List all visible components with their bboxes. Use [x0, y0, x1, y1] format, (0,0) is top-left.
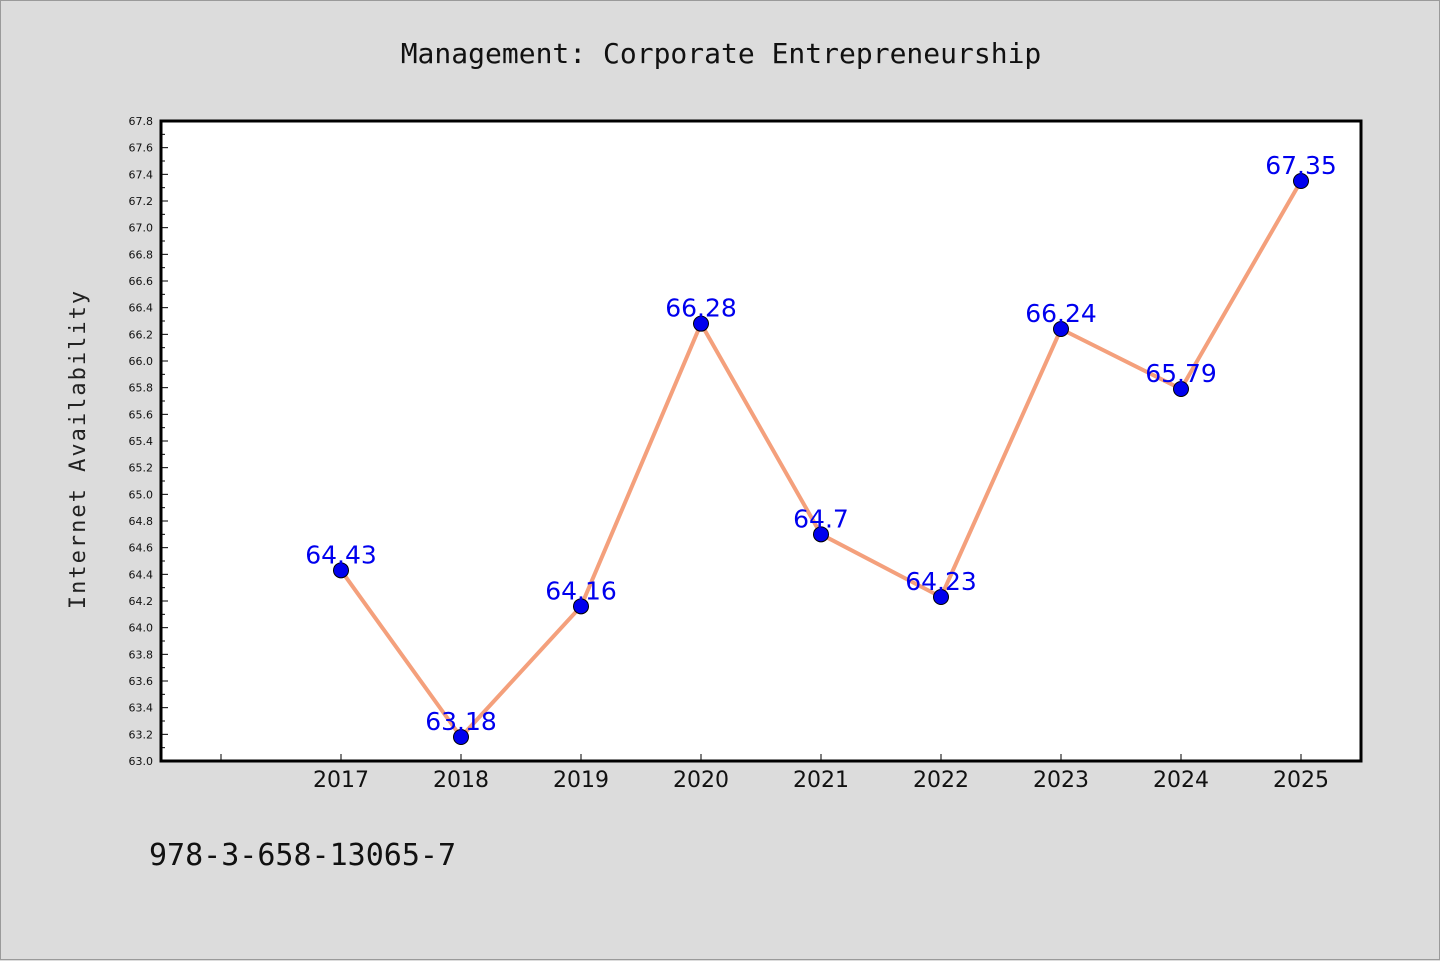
- y-tick-label: 66.6: [129, 275, 154, 288]
- data-point-marker: [1173, 381, 1189, 397]
- data-point-marker: [933, 589, 949, 605]
- data-series: 64.43 63.18 64.16 66.28 64.7 64.23 66.24 65.79 6…: [305, 151, 1337, 745]
- y-tick-label: 65.0: [129, 488, 154, 501]
- chart-title: Management: Corporate Entrepreneurship: [401, 37, 1042, 70]
- x-tick-label: 2019: [553, 768, 609, 793]
- x-tick-label: 2024: [1153, 768, 1209, 793]
- y-tick-label: 64.2: [129, 595, 154, 608]
- y-tick-label: 66.4: [129, 302, 154, 315]
- y-tick-label: 66.8: [129, 248, 154, 261]
- isbn-footer: 978-3-658-13065-7: [149, 838, 456, 873]
- y-axis: 63.0 63.2 63.4 63.6 63.8 64.0 64.2 64.4 64.6 64.8…: [129, 115, 168, 768]
- y-tick-label: 65.4: [129, 435, 154, 448]
- y-tick-label: 63.0: [129, 755, 154, 768]
- x-tick-label: 2023: [1033, 768, 1089, 793]
- y-tick-label: 64.0: [129, 622, 154, 635]
- data-label: 67.35: [1265, 151, 1337, 180]
- y-tick-label: 67.0: [129, 222, 154, 235]
- x-tick-label: 2020: [673, 768, 729, 793]
- x-tick-label: 2025: [1273, 768, 1329, 793]
- y-tick-label: 65.8: [129, 382, 154, 395]
- y-tick-label: 67.8: [129, 115, 154, 128]
- y-tick-label: 64.8: [129, 515, 154, 528]
- data-label: 63.18: [425, 707, 497, 736]
- y-tick-label: 63.2: [129, 728, 154, 741]
- data-point-marker: [813, 526, 829, 543]
- data-label: 64.7: [793, 504, 849, 533]
- y-tick-label: 64.6: [129, 542, 154, 555]
- data-point-marker: [333, 562, 349, 579]
- y-tick-label: 63.6: [129, 675, 154, 688]
- x-tick-label: 2021: [793, 768, 849, 793]
- x-tick-label: 2022: [913, 768, 969, 793]
- data-label: 64.43: [305, 540, 377, 569]
- data-label: 64.23: [905, 567, 977, 596]
- data-label: 64.16: [545, 576, 617, 605]
- plot-area: [159, 119, 1363, 763]
- y-tick-label: 66.2: [129, 328, 154, 341]
- x-tick-label: 2018: [433, 768, 489, 793]
- data-point-marker: [693, 315, 709, 332]
- data-label: 65.79: [1145, 359, 1217, 388]
- y-tick-label: 67.4: [129, 168, 154, 181]
- data-point-marker: [453, 729, 469, 745]
- y-tick-label: 65.2: [129, 462, 154, 475]
- data-point-marker: [573, 598, 589, 615]
- y-tick-label: 65.6: [129, 408, 154, 421]
- y-tick-label: 63.8: [129, 648, 154, 661]
- x-axis: 2017 2018 2019 2020 2021 2022 2023 2024 2025: [220, 754, 1329, 793]
- y-tick-label: 66.0: [129, 355, 154, 368]
- y-tick-label: 64.4: [129, 568, 154, 581]
- y-tick-label: 63.4: [129, 702, 154, 715]
- data-label: 66.24: [1025, 299, 1097, 328]
- data-label: 66.28: [665, 294, 737, 323]
- data-point-marker: [1293, 173, 1309, 189]
- y-tick-label: 67.2: [129, 195, 154, 208]
- y-axis-label: Internet Availability: [66, 289, 91, 609]
- y-tick-label: 67.6: [129, 142, 154, 155]
- x-tick-label: 2017: [313, 768, 369, 793]
- data-point-marker: [1053, 321, 1069, 337]
